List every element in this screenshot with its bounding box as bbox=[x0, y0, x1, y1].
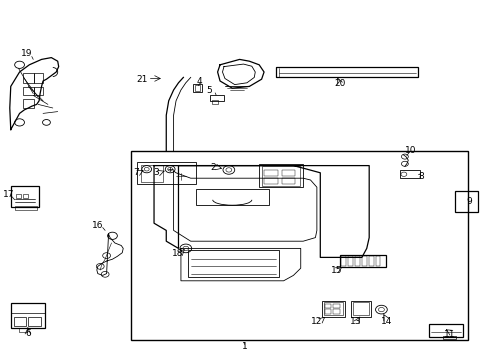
Text: 14: 14 bbox=[380, 317, 391, 325]
Bar bbox=[11, 186, 39, 207]
Text: 21: 21 bbox=[136, 75, 147, 84]
Bar bbox=[375, 256, 380, 266]
Text: 15: 15 bbox=[330, 266, 342, 275]
Bar bbox=[28, 317, 41, 326]
Text: 8: 8 bbox=[418, 172, 424, 181]
Bar bbox=[34, 87, 43, 95]
Bar bbox=[210, 95, 224, 101]
Bar bbox=[262, 166, 300, 186]
Bar bbox=[333, 304, 339, 308]
Bar bbox=[131, 151, 468, 340]
Text: 9: 9 bbox=[466, 197, 471, 206]
Bar bbox=[259, 164, 303, 187]
Text: 6: 6 bbox=[25, 329, 31, 338]
Text: 16: 16 bbox=[92, 220, 103, 230]
Bar bbox=[264, 178, 277, 184]
Bar bbox=[211, 100, 217, 104]
Bar bbox=[23, 87, 34, 95]
Bar bbox=[428, 324, 462, 337]
Text: 4: 4 bbox=[196, 77, 202, 85]
Bar bbox=[195, 189, 268, 205]
Bar bbox=[23, 73, 34, 83]
Bar bbox=[14, 317, 26, 326]
Bar bbox=[193, 84, 202, 92]
Text: 13: 13 bbox=[349, 317, 361, 325]
Bar bbox=[323, 302, 343, 315]
Bar bbox=[352, 302, 368, 315]
Text: 19: 19 bbox=[21, 49, 33, 58]
Text: 5: 5 bbox=[206, 86, 212, 95]
Bar bbox=[454, 191, 477, 212]
Bar bbox=[399, 170, 419, 178]
Bar bbox=[361, 256, 366, 266]
Text: 11: 11 bbox=[443, 330, 455, 338]
Text: 18: 18 bbox=[171, 249, 183, 258]
Bar bbox=[341, 256, 346, 266]
Bar bbox=[15, 206, 37, 210]
Bar bbox=[11, 303, 45, 328]
Bar bbox=[354, 256, 359, 266]
Bar bbox=[264, 170, 277, 176]
Bar bbox=[19, 328, 27, 332]
Text: 12: 12 bbox=[310, 317, 322, 325]
Text: 10: 10 bbox=[404, 146, 416, 155]
Bar bbox=[321, 301, 345, 317]
Bar bbox=[442, 336, 455, 339]
Bar bbox=[188, 250, 278, 277]
Bar bbox=[23, 194, 28, 198]
Bar bbox=[368, 256, 373, 266]
Bar bbox=[276, 67, 417, 77]
Bar bbox=[339, 255, 386, 267]
Bar bbox=[23, 99, 34, 108]
Bar bbox=[281, 170, 295, 176]
Bar bbox=[347, 256, 352, 266]
Bar bbox=[281, 178, 295, 184]
Text: 7: 7 bbox=[133, 168, 139, 177]
Bar bbox=[141, 165, 163, 182]
Bar bbox=[194, 85, 200, 91]
Bar bbox=[333, 309, 339, 314]
Text: 1: 1 bbox=[241, 342, 247, 351]
Bar bbox=[324, 304, 330, 308]
Text: 3: 3 bbox=[153, 168, 159, 177]
Text: 2: 2 bbox=[209, 163, 215, 172]
Bar bbox=[16, 194, 20, 198]
Bar bbox=[324, 309, 330, 314]
Bar bbox=[137, 162, 195, 184]
Bar bbox=[34, 73, 43, 83]
Text: 20: 20 bbox=[333, 79, 345, 88]
Bar bbox=[350, 301, 370, 317]
Text: 17: 17 bbox=[2, 190, 14, 199]
